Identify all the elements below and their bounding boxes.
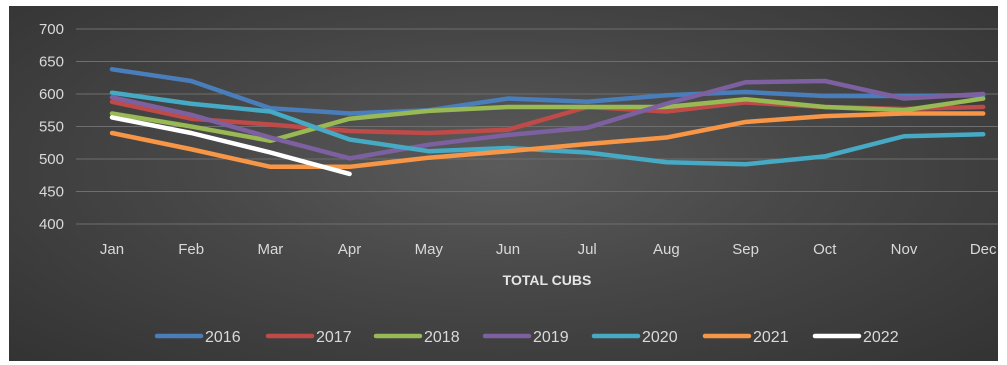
- y-tick-label: 550: [39, 119, 64, 136]
- legend-item-2019: 2019: [482, 329, 569, 346]
- legend-item-2021: 2021: [702, 329, 789, 346]
- x-tick-label: Aug: [653, 241, 680, 258]
- legend-label: 2018: [424, 329, 460, 346]
- x-tick-label: Mar: [257, 241, 283, 258]
- y-tick-label: 650: [39, 54, 64, 71]
- x-tick-label: Jul: [578, 241, 597, 258]
- legend-item-2016: 2016: [154, 329, 241, 346]
- legend-item-2022: 2022: [812, 329, 899, 346]
- x-axis-ticks: Jan Feb Mar Apr May Jun Jul Aug Sep Oct Nov Dec: [100, 241, 997, 258]
- x-tick-label: Oct: [813, 241, 837, 258]
- series-line-2019: [109, 78, 986, 161]
- y-tick-label: 400: [39, 216, 64, 233]
- y-axis-ticks: 400 450 500 550 600 650 700: [39, 21, 64, 233]
- series-lines: [109, 67, 986, 177]
- legend-item-2020: 2020: [591, 329, 678, 346]
- y-tick-label: 600: [39, 86, 64, 103]
- series-line-2018: [109, 96, 986, 144]
- legend: 2016 2017 2018 2019 2020 2021 2022: [154, 329, 899, 346]
- legend-label: 2021: [753, 329, 789, 346]
- y-tick-label: 450: [39, 184, 64, 201]
- legend-label: 2020: [642, 329, 678, 346]
- chart-area: 400 450 500 550 600 650 700 Jan Feb Mar Apr May Jun…: [9, 6, 998, 361]
- x-tick-label: Dec: [970, 241, 997, 258]
- series-line-2022: [109, 115, 352, 177]
- x-tick-label: Jan: [100, 241, 124, 258]
- legend-label: 2017: [316, 329, 352, 346]
- x-tick-label: May: [415, 241, 444, 258]
- series-line-2020: [109, 90, 986, 167]
- x-axis-label: TOTAL CUBS: [503, 272, 592, 288]
- legend-label: 2016: [205, 329, 241, 346]
- legend-item-2018: 2018: [373, 329, 460, 346]
- x-tick-label: Feb: [178, 241, 204, 258]
- gridlines: [76, 28, 998, 225]
- y-tick-label: 500: [39, 151, 64, 168]
- y-tick-label: 700: [39, 21, 64, 38]
- x-tick-label: Nov: [891, 241, 918, 258]
- series-line-2021: [109, 111, 986, 170]
- x-tick-label: Sep: [732, 241, 759, 258]
- legend-label: 2019: [533, 329, 569, 346]
- x-tick-label: Apr: [338, 241, 361, 258]
- series-line-2016: [109, 67, 986, 116]
- x-tick-label: Jun: [496, 241, 520, 258]
- legend-label: 2022: [863, 329, 899, 346]
- line-chart: 400 450 500 550 600 650 700 Jan Feb Mar Apr May Jun…: [39, 21, 998, 346]
- legend-item-2017: 2017: [265, 329, 352, 346]
